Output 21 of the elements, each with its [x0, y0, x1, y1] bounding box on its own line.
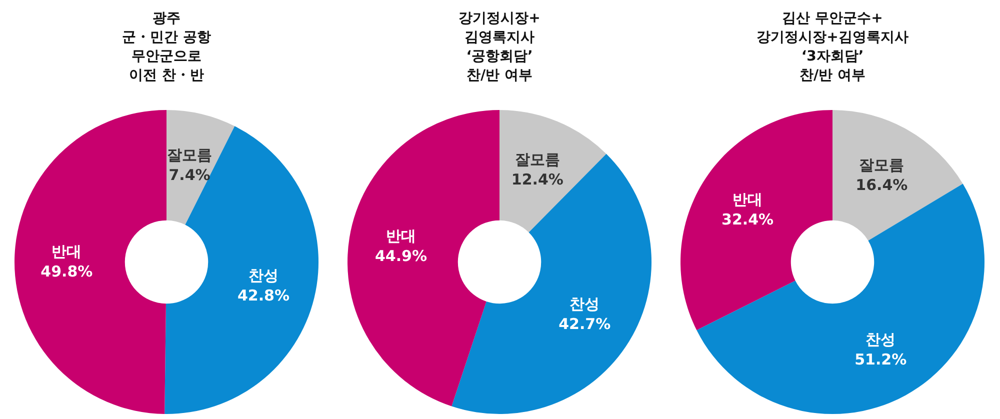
slice-label: 잘모름 [166, 146, 212, 164]
slice-label: 반대 [732, 190, 763, 209]
slice-label: 찬성 [570, 295, 600, 314]
data-label: 51.2% [854, 350, 907, 368]
data-label: 12.4% [511, 170, 564, 189]
chart-title: 강기정시장+ 김영록지사 ‘공항회담’ 찬/반 여부 [458, 10, 540, 84]
slice-label: 반대 [386, 227, 416, 246]
slice-label: 반대 [52, 242, 82, 260]
data-label: 32.4% [722, 210, 774, 229]
slice-label: 찬성 [866, 330, 896, 348]
data-label: 44.9% [374, 247, 427, 266]
chart-title: 광주 군・민간 공항 무안군으로 이전 찬・반 [122, 10, 211, 84]
data-label: 42.8% [237, 286, 290, 305]
chart-title: 김산 무안군수+ 강기정시장+김영록지사 ‘3자회담’ 찬/반 여부 [756, 10, 908, 84]
data-label: 49.8% [40, 262, 93, 280]
data-label: 16.4% [856, 176, 908, 194]
slice-label: 잘모름 [859, 156, 904, 174]
slice-label: 찬성 [248, 266, 278, 285]
data-label: 7.4% [168, 166, 210, 184]
slice-label: 잘모름 [514, 150, 560, 169]
data-label: 42.7% [558, 315, 611, 334]
